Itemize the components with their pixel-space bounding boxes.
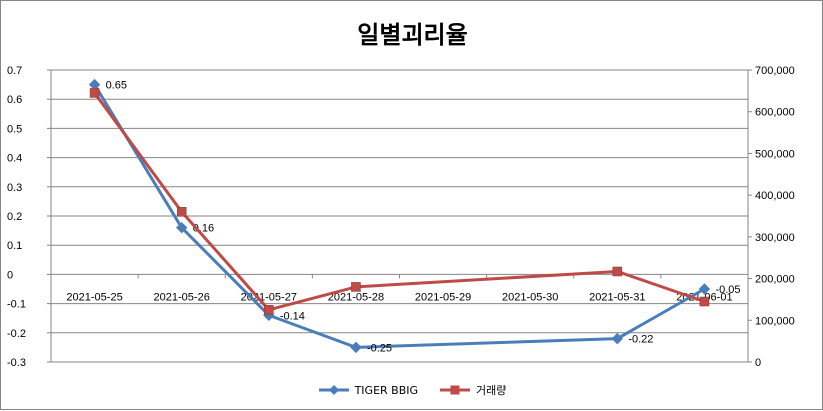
y-left-tick-label: 0.2 (7, 211, 22, 223)
x-tick-label: 2021-05-28 (328, 291, 384, 303)
data-point (351, 282, 361, 292)
series-line (93, 92, 705, 312)
chart-title: 일별괴리율 (357, 21, 468, 49)
x-tick-label: 2021-05-26 (154, 291, 210, 303)
data-point (612, 266, 623, 277)
y-right-tick-label: 600,000 (755, 107, 795, 119)
legend-label: TIGER BBIG (354, 383, 419, 397)
series-line (93, 83, 706, 349)
y-right-tick-label: 700,000 (755, 65, 795, 77)
y-right-tick-label: 500,000 (755, 148, 795, 160)
data-label: -0.25 (367, 342, 392, 354)
legend-item: TIGER BBIG (318, 383, 419, 397)
x-tick-label: 2021-05-25 (66, 291, 122, 303)
y-left-tick-label: 0 (7, 269, 13, 281)
legend-swatch (440, 385, 471, 395)
y-right-tick-label: 0 (755, 357, 761, 369)
legend-item: 거래량 (440, 382, 506, 398)
data-point (264, 305, 274, 315)
y-left-tick-label: 0.7 (7, 65, 22, 77)
x-tick-label: 2021-05-30 (502, 291, 558, 303)
y-left-tick-label: 0.1 (7, 240, 22, 252)
data-label: -0.14 (280, 310, 305, 322)
y-left-tick-label: 0.5 (7, 123, 22, 135)
y-left-tick-label: -0.1 (7, 299, 26, 311)
data-label: -0.05 (715, 284, 740, 296)
y-left-tick-label: 0.4 (7, 153, 22, 165)
data-point (611, 332, 624, 345)
data-point (350, 341, 362, 354)
y-right-tick-label: 200,000 (755, 274, 795, 286)
legend-swatch (318, 385, 349, 395)
data-point (89, 88, 100, 98)
data-point (698, 283, 711, 295)
legend-label: 거래량 (476, 384, 507, 397)
legend: TIGER BBIG 거래량 (1, 380, 823, 400)
y-right-tick-label: 400,000 (755, 190, 795, 202)
y-left-tick-label: -0.3 (7, 357, 26, 369)
y-left-tick-label: -0.2 (7, 328, 26, 340)
data-label: 0.65 (106, 80, 127, 92)
data-label: -0.22 (628, 334, 653, 346)
data-point (699, 296, 710, 307)
data-point (175, 221, 188, 234)
y-left-tick-label: 0.3 (7, 182, 22, 194)
x-tick-label: 2021-05-31 (589, 291, 645, 303)
data-point (176, 207, 187, 217)
y-right-tick-label: 100,000 (755, 315, 795, 327)
x-tick-label: 2021-05-29 (415, 291, 471, 303)
y-left-tick-label: 0.6 (7, 94, 22, 106)
y-right-tick-label: 300,000 (755, 232, 795, 244)
